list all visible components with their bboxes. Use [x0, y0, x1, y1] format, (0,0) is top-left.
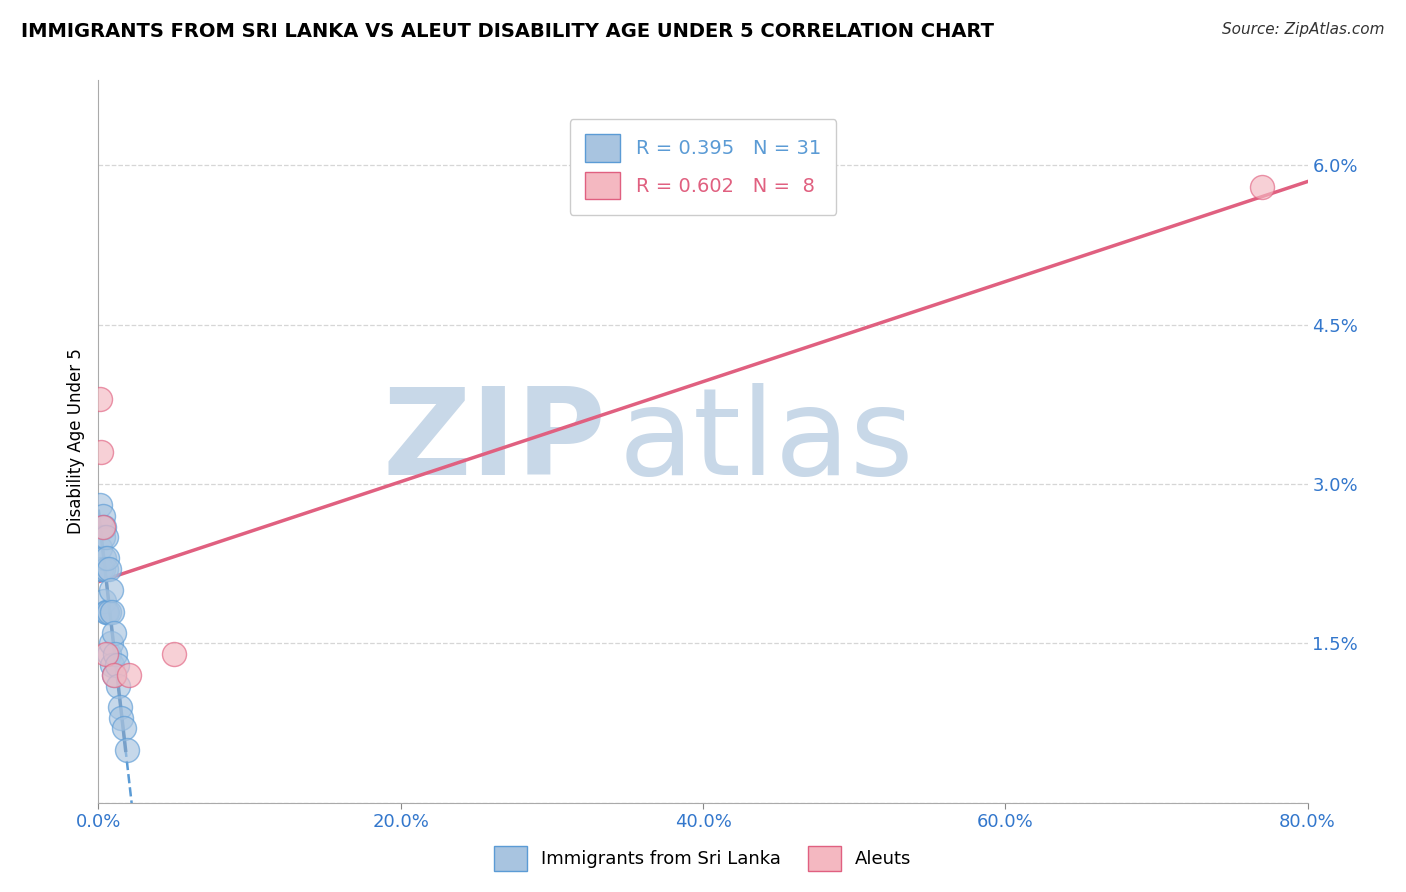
Point: [91, 530, 114, 544]
Point: [103, 625, 125, 640]
Point: [115, 742, 138, 756]
Legend: R = 0.395   N = 31, R = 0.602   N =  8: R = 0.395 N = 31, R = 0.602 N = 8: [569, 119, 837, 215]
Point: [108, 700, 131, 714]
Text: Source: ZipAtlas.com: Source: ZipAtlas.com: [1222, 22, 1385, 37]
Point: [89, 541, 111, 555]
Text: IMMIGRANTS FROM SRI LANKA VS ALEUT DISABILITY AGE UNDER 5 CORRELATION CHART: IMMIGRANTS FROM SRI LANKA VS ALEUT DISAB…: [21, 22, 994, 41]
Point: [110, 711, 132, 725]
Point: [101, 605, 124, 619]
Point: [103, 668, 125, 682]
Point: [103, 668, 125, 682]
Point: [90, 445, 112, 459]
Point: [94, 605, 117, 619]
Text: ZIP: ZIP: [382, 383, 606, 500]
Point: [112, 722, 135, 736]
Point: [163, 647, 186, 661]
Point: [93, 594, 115, 608]
Point: [96, 605, 118, 619]
Point: [104, 647, 127, 661]
Point: [107, 679, 129, 693]
Point: [94, 530, 117, 544]
Point: [94, 647, 117, 661]
Point: [98, 562, 121, 576]
Point: [91, 562, 114, 576]
Point: [89, 392, 111, 406]
Point: [89, 498, 111, 512]
Point: [91, 519, 114, 533]
Point: [1251, 179, 1274, 194]
Point: [91, 508, 114, 523]
Point: [100, 636, 122, 650]
Text: atlas: atlas: [619, 383, 914, 500]
Point: [118, 668, 141, 682]
Legend: Immigrants from Sri Lanka, Aleuts: Immigrants from Sri Lanka, Aleuts: [486, 838, 920, 879]
Point: [90, 519, 112, 533]
Point: [93, 551, 115, 566]
Y-axis label: Disability Age Under 5: Disability Age Under 5: [66, 349, 84, 534]
Point: [98, 647, 121, 661]
Point: [96, 551, 118, 566]
Point: [100, 583, 122, 598]
Point: [93, 519, 115, 533]
Point: [90, 562, 112, 576]
Point: [105, 657, 128, 672]
Point: [94, 562, 117, 576]
Point: [98, 605, 121, 619]
Point: [101, 657, 124, 672]
